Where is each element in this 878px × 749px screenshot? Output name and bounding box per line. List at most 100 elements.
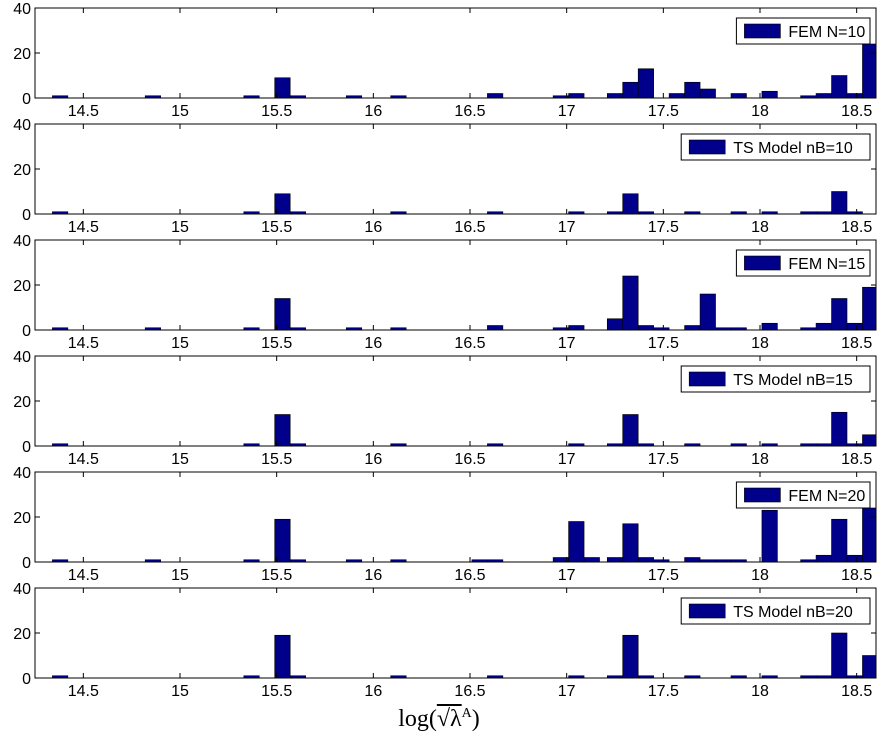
histogram-bar bbox=[831, 518, 848, 563]
plot-frame bbox=[34, 239, 877, 331]
legend-swatch bbox=[688, 603, 726, 619]
x-tick-label: 16 bbox=[364, 567, 382, 584]
legend-swatch bbox=[688, 139, 726, 155]
histogram-bar bbox=[846, 675, 863, 679]
histogram-bar bbox=[487, 559, 504, 563]
histogram-bar bbox=[345, 559, 363, 563]
x-axis-label-prefix: log( bbox=[398, 706, 437, 732]
histogram-bar bbox=[800, 443, 817, 447]
histogram-bar bbox=[815, 675, 832, 679]
x-tick-label: 15.5 bbox=[261, 567, 292, 584]
subplot-5: 14.5 15 15.5 16 16.5 17 17.5 18 18.5 0 20 40 FEM N=2… bbox=[13, 465, 877, 584]
histogram-bar bbox=[800, 211, 817, 215]
histogram-bar bbox=[274, 634, 291, 679]
x-tick-label: 14.5 bbox=[68, 451, 99, 468]
histogram-bar bbox=[274, 298, 291, 331]
histogram-bar bbox=[684, 675, 701, 679]
legend-swatch bbox=[688, 371, 726, 387]
histogram-bar bbox=[730, 211, 747, 215]
legend: FEM N=20 bbox=[735, 481, 871, 509]
histogram-bar bbox=[846, 93, 863, 99]
histogram-bar bbox=[568, 211, 585, 215]
histogram-bar bbox=[815, 554, 832, 563]
histogram-bar bbox=[345, 327, 363, 331]
histogram-bar bbox=[622, 193, 639, 215]
x-tick-label: 17.5 bbox=[648, 451, 679, 468]
histogram-bar bbox=[730, 443, 747, 447]
y-tick-label: 0 bbox=[22, 439, 31, 456]
histogram-bar bbox=[800, 95, 817, 99]
histogram-bar bbox=[390, 327, 407, 331]
histogram-bar bbox=[144, 327, 161, 331]
x-axis-label: log(√λA) bbox=[0, 706, 878, 733]
histogram-bar bbox=[730, 93, 747, 99]
histogram-bar bbox=[715, 327, 732, 331]
x-tick-label: 15.5 bbox=[261, 451, 292, 468]
histogram-bar bbox=[243, 675, 260, 679]
x-tick-label: 16 bbox=[364, 103, 382, 120]
histogram-bar bbox=[815, 211, 832, 215]
y-tick-label: 40 bbox=[13, 117, 31, 134]
x-axis-label-suffix: ) bbox=[471, 706, 480, 732]
histogram-bar bbox=[606, 443, 624, 447]
histogram-bar bbox=[637, 675, 654, 679]
histogram-bar bbox=[846, 554, 863, 563]
y-tick-label: 20 bbox=[13, 626, 31, 643]
x-tick-label: 17.5 bbox=[648, 567, 679, 584]
histogram-bar bbox=[568, 675, 585, 679]
x-tick-label: 14.5 bbox=[68, 683, 99, 700]
histogram-bar bbox=[637, 325, 654, 331]
legend-label: TS Model nB=20 bbox=[733, 604, 853, 621]
histogram-bar bbox=[831, 298, 848, 331]
histogram-bar bbox=[471, 559, 488, 563]
histogram-bar bbox=[606, 93, 624, 99]
histogram-bar bbox=[52, 95, 69, 99]
histogram-bar bbox=[862, 507, 877, 563]
x-tick-label: 18 bbox=[751, 103, 769, 120]
y-tick-label: 0 bbox=[22, 207, 31, 224]
histogram-bar bbox=[815, 93, 832, 99]
histogram-bar bbox=[568, 443, 585, 447]
legend-label: FEM N=10 bbox=[788, 24, 865, 41]
y-tick-label: 40 bbox=[13, 233, 31, 250]
x-axis-label-symbol: √λ bbox=[436, 706, 462, 732]
x-tick-label: 18.5 bbox=[841, 451, 872, 468]
x-tick-label: 15 bbox=[171, 219, 189, 236]
histogram-bar bbox=[831, 191, 848, 215]
histogram-bar bbox=[761, 509, 778, 563]
x-tick-label: 18.5 bbox=[841, 103, 872, 120]
x-tick-label: 14.5 bbox=[68, 103, 99, 120]
x-tick-label: 16.5 bbox=[454, 103, 485, 120]
histogram-bar bbox=[730, 675, 747, 679]
y-tick-label: 20 bbox=[13, 162, 31, 179]
x-tick-label: 18 bbox=[751, 335, 769, 352]
histogram-bar bbox=[699, 88, 716, 99]
x-tick-label: 15 bbox=[171, 103, 189, 120]
histogram-bar bbox=[52, 675, 69, 679]
histogram-bar bbox=[487, 211, 504, 215]
histogram-bar bbox=[730, 327, 747, 331]
x-tick-label: 17 bbox=[558, 103, 576, 120]
x-tick-label: 15 bbox=[171, 567, 189, 584]
histogram-bar bbox=[487, 443, 504, 447]
x-tick-label: 15.5 bbox=[261, 683, 292, 700]
y-tick-label: 20 bbox=[13, 394, 31, 411]
histogram-bar bbox=[862, 655, 877, 679]
histogram-bar bbox=[583, 557, 600, 563]
y-tick-label: 0 bbox=[22, 671, 31, 688]
histogram-bar bbox=[668, 93, 685, 99]
legend: TS Model nB=20 bbox=[680, 597, 871, 625]
x-tick-label: 18.5 bbox=[841, 683, 872, 700]
histogram-bar bbox=[684, 325, 701, 331]
histogram-bar bbox=[637, 557, 654, 563]
legend-label: TS Model nB=15 bbox=[733, 372, 853, 389]
histogram-bar bbox=[390, 95, 407, 99]
x-tick-label: 17 bbox=[558, 567, 576, 584]
plot-frame bbox=[34, 471, 877, 563]
x-tick-label: 15.5 bbox=[261, 219, 292, 236]
histogram-bar bbox=[815, 322, 832, 331]
histogram-bar bbox=[684, 557, 701, 563]
legend-label: FEM N=15 bbox=[788, 256, 865, 273]
x-tick-label: 14.5 bbox=[68, 567, 99, 584]
x-tick-label: 16 bbox=[364, 451, 382, 468]
